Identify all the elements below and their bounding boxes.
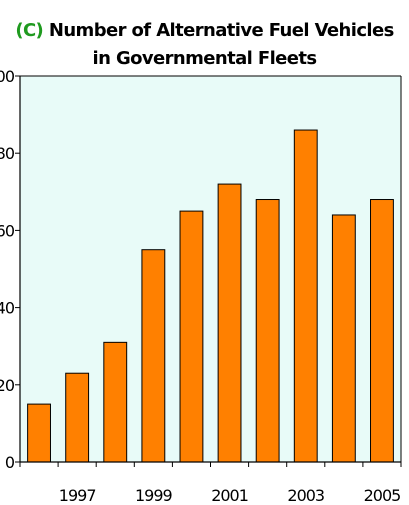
y-tick-label-40: 40 bbox=[0, 299, 15, 318]
bar-1997 bbox=[65, 372, 90, 463]
chart-title-line2: in Governmental Fleets bbox=[92, 48, 318, 69]
chart-title-text: Number of Alternative Fuel Vehicles bbox=[48, 20, 394, 41]
y-tick-label-80: 80 bbox=[0, 144, 15, 163]
y-tick-label-0: 0 bbox=[5, 453, 15, 472]
y-tick-label-60: 60 bbox=[0, 221, 15, 240]
bar-2001 bbox=[217, 183, 242, 463]
x-tick-label-2005: 2005 bbox=[364, 486, 401, 505]
x-tick-label-2001: 2001 bbox=[211, 486, 248, 505]
bar-1999 bbox=[141, 249, 166, 463]
axes-group bbox=[15, 75, 402, 467]
x-tick-label-2003: 2003 bbox=[287, 486, 324, 505]
x-tick-label-1997: 1997 bbox=[59, 486, 96, 505]
chart-title-tag: (C) bbox=[15, 20, 44, 41]
tick-labels-group: 0 20 40 60 80 100 1997 1999 2001 2003 2005 bbox=[0, 67, 401, 505]
bar-2005 bbox=[370, 199, 394, 463]
bar-2004 bbox=[331, 214, 356, 463]
y-tick-label-100: 100 bbox=[0, 67, 15, 86]
bar-1996 bbox=[27, 403, 51, 463]
bar-2002 bbox=[255, 199, 280, 463]
chart-title-line1: (C) Number of Alternative Fuel Vehicles bbox=[0, 20, 409, 41]
y-tick-label-20: 20 bbox=[0, 376, 15, 395]
bar-1998 bbox=[103, 341, 128, 463]
x-tick-label-1999: 1999 bbox=[135, 486, 173, 505]
bar-2003 bbox=[293, 129, 318, 463]
bar-2000 bbox=[179, 210, 204, 463]
